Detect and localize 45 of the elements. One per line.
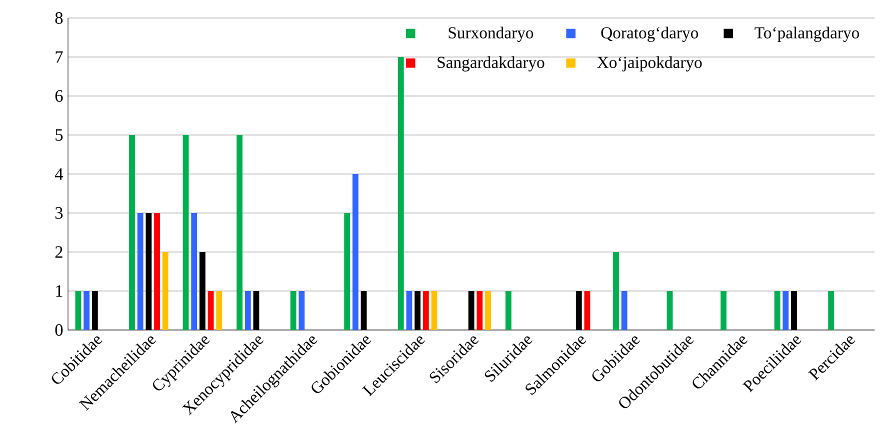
bar	[236, 135, 243, 330]
legend-label: Surxondaryo	[448, 26, 534, 42]
bar	[162, 252, 168, 330]
legend-label: Xo‘jaipokdaryo	[597, 56, 702, 72]
legend-label: Sangardakdaryo	[438, 56, 544, 72]
legend-label: Qoratog‘daryo	[601, 26, 698, 42]
bar	[398, 57, 404, 330]
bar	[666, 290, 673, 330]
bar	[154, 212, 160, 330]
bar	[485, 290, 491, 330]
bar	[216, 290, 222, 330]
bar	[182, 135, 189, 330]
bar	[431, 290, 438, 330]
bar	[344, 212, 350, 330]
bar	[298, 290, 305, 330]
bar	[422, 290, 429, 330]
bar	[476, 290, 483, 330]
bar	[782, 290, 789, 330]
bar	[406, 290, 412, 330]
y-tick-label: 2	[55, 246, 62, 258]
y-tick-label: 6	[55, 90, 63, 102]
bar	[191, 212, 198, 330]
bar	[774, 290, 780, 330]
bar	[505, 290, 512, 330]
y-tick-label: 7	[56, 51, 63, 63]
bar	[137, 212, 144, 330]
bar	[584, 290, 590, 330]
bar	[613, 252, 619, 330]
y-tick-label: 3	[55, 207, 63, 219]
y-tick-label: 1	[56, 285, 62, 297]
bar	[828, 290, 834, 330]
y-tick-label: 0	[55, 324, 63, 336]
bar	[352, 174, 358, 330]
bar	[621, 290, 628, 330]
bar	[720, 290, 726, 330]
y-tick-label: 4	[54, 168, 64, 180]
y-tick-label: 8	[55, 12, 63, 24]
y-tick-label: 5	[56, 129, 63, 141]
bar	[75, 290, 82, 330]
legend-label: To‘palangdaryo	[754, 26, 860, 42]
bar	[84, 290, 90, 330]
bar	[244, 290, 251, 330]
bar	[129, 135, 135, 330]
bar	[290, 290, 296, 330]
bar	[208, 290, 214, 330]
